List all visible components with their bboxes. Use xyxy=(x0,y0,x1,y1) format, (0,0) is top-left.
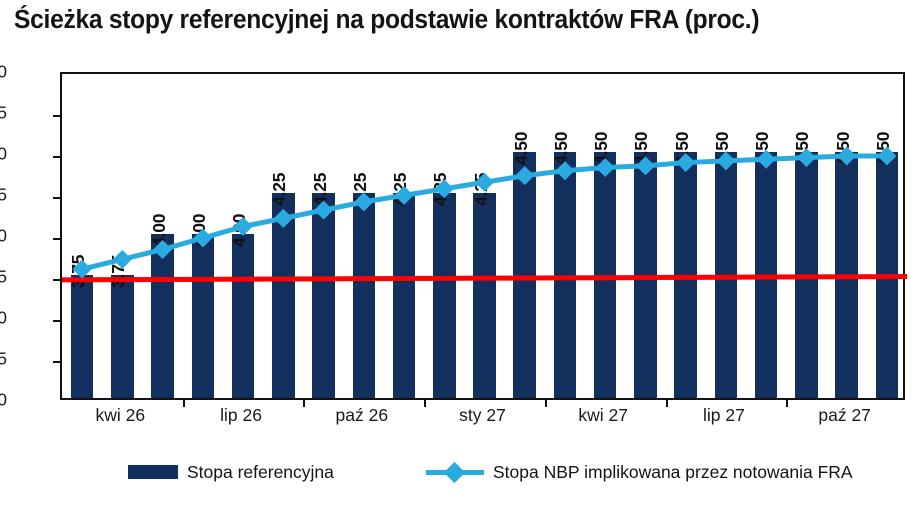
fra-implied-marker xyxy=(193,228,213,248)
bar-swatch-icon xyxy=(128,465,178,479)
bar xyxy=(634,152,657,398)
legend-item-stopa-nbp-implikowana[interactable]: Stopa NBP implikowana przez notowania FR… xyxy=(426,458,853,486)
y-axis-tick-mark xyxy=(53,279,62,281)
bar xyxy=(70,275,94,398)
plot-inner xyxy=(62,74,903,398)
fra-implied-marker xyxy=(273,208,293,228)
y-axis-tick-mark xyxy=(53,320,62,322)
fra-implied-marker xyxy=(716,151,736,171)
fra-implied-marker xyxy=(314,200,334,220)
fra-implied-marker xyxy=(635,156,655,176)
x-axis-tick-mark xyxy=(303,398,306,407)
y-axis-tick-mark xyxy=(53,197,62,199)
x-axis-tick-mark xyxy=(665,398,668,407)
bar xyxy=(432,193,456,398)
fra-implied-marker xyxy=(354,192,374,212)
x-axis-tick-label: lip 27 xyxy=(703,405,745,425)
x-axis-tick-mark xyxy=(786,398,789,407)
fra-implied-markers xyxy=(72,146,897,279)
fra-implied-marker xyxy=(595,157,615,177)
bar xyxy=(111,275,134,398)
fra-implied-marker xyxy=(475,172,494,192)
bar xyxy=(392,193,416,398)
fra-implied-marker xyxy=(676,153,696,173)
fra-implied-marker xyxy=(515,166,535,186)
y-axis-tick-mark xyxy=(53,238,62,240)
x-axis-tick-mark xyxy=(424,398,427,407)
x-axis-tick-mark xyxy=(544,398,547,407)
legend-label: Stopa NBP implikowana przez notowania FR… xyxy=(493,461,853,482)
bar xyxy=(312,193,335,398)
line-series-layer xyxy=(62,146,907,402)
y-axis-tick-mark xyxy=(53,361,62,363)
legend-label: Stopa referencyjna xyxy=(187,461,334,482)
y-axis-tick-label: 4.75 xyxy=(0,102,7,123)
bar xyxy=(231,234,255,398)
bar xyxy=(272,193,295,398)
y-axis-tick-label: 3.00 xyxy=(0,389,7,410)
x-axis-tick-label: kwi 26 xyxy=(95,405,146,425)
fra-implied-marker xyxy=(877,146,897,166)
bar xyxy=(553,152,577,398)
fra-implied-marker xyxy=(837,146,857,166)
bar xyxy=(191,234,215,398)
x-axis-tick-label: paź 26 xyxy=(335,405,389,425)
chart-legend: Stopa referencyjna Stopa NBP implikowana… xyxy=(60,458,905,488)
y-axis-tick-label: 4.50 xyxy=(0,143,7,164)
bar xyxy=(151,234,174,398)
fra-implied-marker xyxy=(72,259,92,279)
bar xyxy=(593,152,617,398)
y-axis-tick-label: 5.00 xyxy=(0,61,7,82)
legend-item-stopa-referencyjna[interactable]: Stopa referencyjna xyxy=(128,458,334,486)
x-axis-tick-label: sty 27 xyxy=(459,405,506,425)
page-title: Ścieżka stopy referencyjnej na podstawie… xyxy=(14,6,760,34)
x-axis-tick-label: paź 27 xyxy=(818,405,871,425)
fra-implied-marker xyxy=(233,217,253,237)
fra-implied-marker xyxy=(153,239,173,259)
line-diamond-swatch-icon xyxy=(426,461,484,484)
y-axis-tick-label: 4.00 xyxy=(0,225,7,246)
reference-rate-line xyxy=(62,277,907,280)
fra-implied-marker xyxy=(796,148,816,168)
y-axis-tick-label: 3.25 xyxy=(0,348,7,369)
x-axis-tick-mark xyxy=(182,398,185,407)
y-axis-tick-label: 3.50 xyxy=(0,307,7,328)
plot-area: 3.753.754.004.004.004.254.254.254.254.25… xyxy=(53,72,907,407)
y-axis-tick-label: 4.25 xyxy=(0,184,7,205)
bar xyxy=(513,152,536,398)
y-axis-tick-label: 3.75 xyxy=(0,266,7,287)
bar xyxy=(473,193,496,398)
x-axis-tick-label: kwi 27 xyxy=(578,405,629,425)
y-axis-tick-mark xyxy=(53,156,62,158)
fra-implied-marker xyxy=(112,249,132,269)
fra-implied-marker xyxy=(756,149,776,169)
fra-implied-marker xyxy=(555,161,575,181)
bar xyxy=(352,193,376,398)
y-axis-tick-mark xyxy=(53,115,62,117)
x-axis-tick-label: lip 26 xyxy=(220,405,262,425)
fra-implied-marker xyxy=(434,179,454,199)
fra-implied-marker xyxy=(394,185,414,205)
